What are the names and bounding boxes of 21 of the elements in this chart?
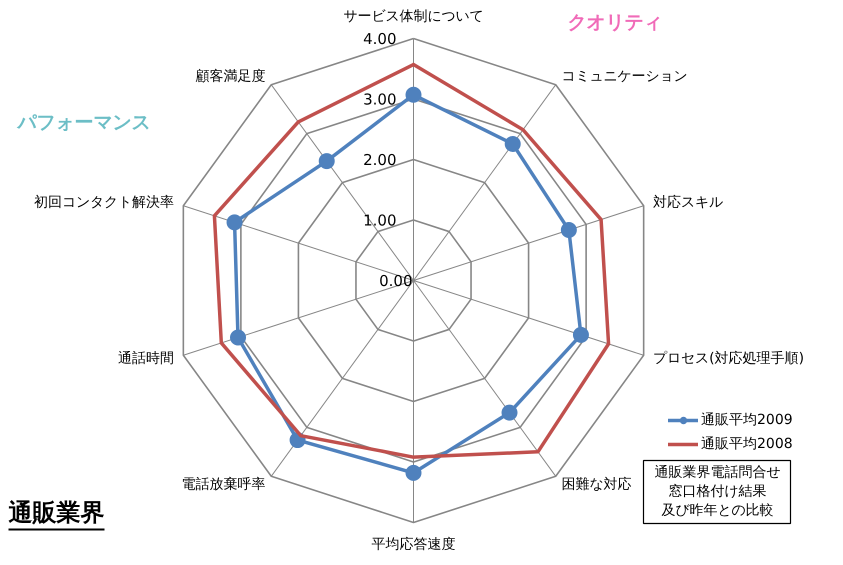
spoke-label: プロセス(対応処理手順) xyxy=(653,350,804,366)
y-tick-label: 4.00 xyxy=(363,30,397,48)
text: 通販業界 xyxy=(8,498,104,526)
text: クオリティ xyxy=(568,12,662,34)
spoke-label: コミュニケーション xyxy=(562,68,688,85)
legend-label: 通販平均2009 xyxy=(701,411,793,429)
spoke-label: 通話時間 xyxy=(118,350,174,366)
spoke-label: 顧客満足度 xyxy=(195,68,266,85)
spoke-label: 電話放棄呼率 xyxy=(181,476,266,492)
spoke-label: サービス体制について xyxy=(344,8,484,24)
text: パフォーマンス xyxy=(16,112,150,134)
y-tick-label: 3.00 xyxy=(363,90,397,108)
text: 通販業界電話問合せ窓口格付け結果及び昨年との比較 xyxy=(654,464,780,519)
legend-label: 通販平均2008 xyxy=(701,435,793,453)
spoke-label: 対応スキル xyxy=(653,194,724,211)
y-tick-label: 1.00 xyxy=(363,212,397,230)
y-tick-label: 2.00 xyxy=(363,151,397,169)
y-tick-label: 0.00 xyxy=(379,272,413,290)
spoke-label: 平均応答速度 xyxy=(372,536,456,552)
spoke-label: 初回コンタクト解決率 xyxy=(34,194,174,211)
spoke-label: 困難な対応 xyxy=(562,476,632,492)
